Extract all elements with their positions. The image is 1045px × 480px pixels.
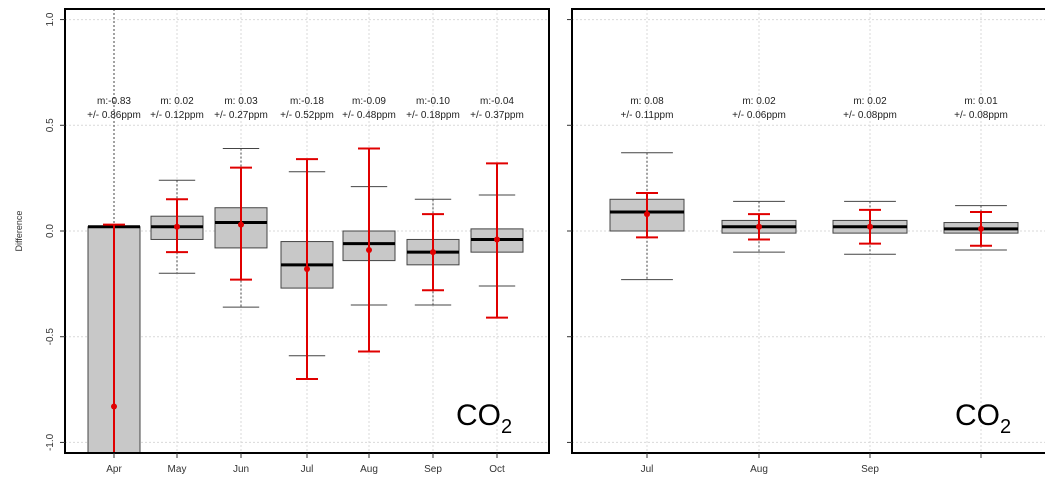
mean-label: m:-0.09	[352, 96, 386, 107]
mean-point	[756, 223, 762, 230]
x-tick-label: Jun	[233, 464, 249, 475]
co2-label-main: CO	[456, 399, 501, 432]
co2-label-subscript: 2	[501, 416, 512, 438]
plot-area	[609, 152, 1019, 281]
mean-label: m:-0.18	[290, 96, 324, 107]
mean-point	[867, 223, 873, 230]
mean-point	[366, 247, 372, 254]
box-Jun	[214, 148, 268, 308]
error-label: +/- 0.37ppm	[470, 110, 524, 121]
y-tick-label: 0.5	[45, 118, 56, 132]
x-tick-label: Apr	[106, 464, 122, 475]
error-label: +/- 0.06ppm	[732, 110, 786, 121]
co2-label-subscript: 2	[1000, 416, 1011, 438]
mean-label: m: 0.02	[160, 96, 194, 107]
x-tick-label: Sep	[424, 464, 442, 475]
mean-point	[174, 223, 180, 230]
error-label: +/- 0.08ppm	[843, 110, 897, 121]
box-Aug	[721, 200, 797, 253]
mean-point	[494, 236, 500, 243]
x-tick-label: Oct	[489, 464, 505, 475]
box-Apr	[87, 9, 141, 453]
x-tick-label: Jul	[641, 464, 654, 475]
mean-point	[644, 211, 650, 218]
co2-label: CO2	[456, 399, 512, 438]
mean-point	[978, 225, 984, 232]
mean-point	[238, 221, 244, 228]
error-label: +/- 0.11ppm	[621, 110, 674, 121]
mean-label: m: 0.01	[964, 96, 998, 107]
box-Sep	[406, 198, 460, 306]
box-Jul	[609, 152, 685, 281]
x-tick-label: Sep	[861, 464, 879, 475]
mean-label: m: 0.03	[224, 96, 258, 107]
co2-label: CO2	[955, 399, 1011, 438]
mean-label: m:-0.83	[97, 96, 131, 107]
error-label: +/- 0.27ppm	[214, 110, 268, 121]
mean-label: m:-0.10	[416, 96, 450, 107]
y-tick-label: -1.0	[45, 433, 56, 451]
y-axis-label: Difference	[14, 211, 24, 252]
box-Oct	[470, 162, 524, 319]
x-tick-label: Jul	[301, 464, 314, 475]
error-label: +/- 0.86ppm	[87, 110, 141, 121]
box-Jul	[280, 158, 334, 380]
box-item-4	[943, 205, 1019, 251]
x-tick-label: May	[168, 464, 187, 475]
mean-label: m: 0.02	[742, 96, 776, 107]
error-label: +/- 0.18ppm	[406, 110, 460, 121]
mean-label: m:-0.04	[480, 96, 514, 107]
error-label: +/- 0.48ppm	[342, 110, 396, 121]
co2-label-main: CO	[955, 399, 1000, 432]
panel-1: m:-0.83 +/- 0.86ppm m: 0.02 +/- 0.12ppm m: 0…	[14, 8, 550, 475]
mean-point	[430, 249, 436, 256]
box-Sep	[832, 200, 908, 255]
mean-label: m: 0.08	[630, 96, 664, 107]
y-tick-label: 0.0	[45, 224, 56, 238]
plot-area	[87, 9, 524, 453]
error-label: +/- 0.52ppm	[280, 110, 334, 121]
mean-point	[304, 266, 310, 273]
error-label: +/- 0.08ppm	[954, 110, 1008, 121]
y-tick-label: 1.0	[45, 12, 56, 26]
box-Aug	[342, 147, 396, 353]
panel-2: m: 0.08 +/- 0.11ppm m: 0.02 +/- 0.06ppm m: 0…	[567, 8, 1045, 475]
x-tick-label: Aug	[360, 464, 378, 475]
error-label: +/- 0.12ppm	[150, 110, 204, 121]
mean-point	[111, 403, 117, 410]
mean-label: m: 0.02	[853, 96, 887, 107]
x-tick-label: Aug	[750, 464, 768, 475]
box-May	[150, 179, 204, 274]
y-tick-label: -0.5	[45, 328, 56, 346]
